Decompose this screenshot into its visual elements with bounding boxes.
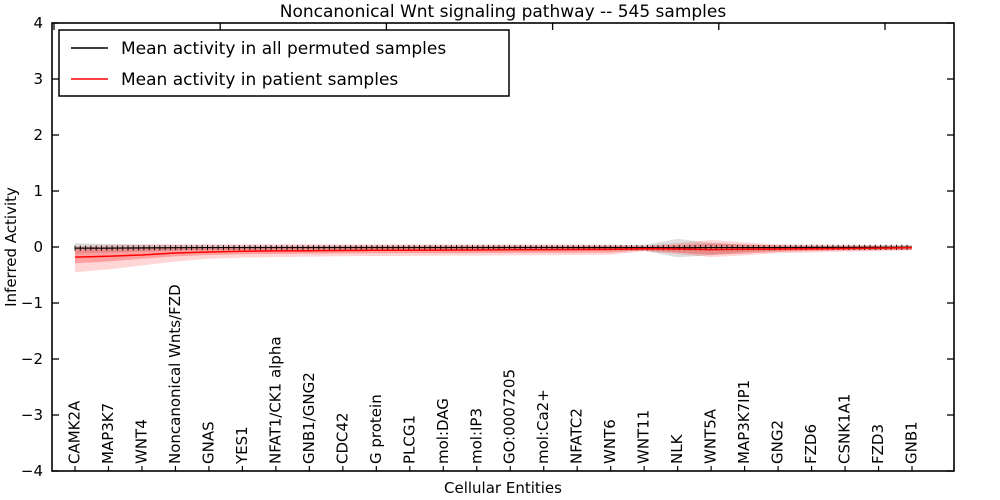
y-axis-title: Inferred Activity [2,187,20,307]
y-tick-label: 2 [33,126,43,144]
band-patient-samples-inner-range [75,243,912,264]
uncertainty-bands [75,238,912,273]
legend-label: Mean activity in patient samples [121,70,398,90]
x-tick-label: WNT4 [132,419,150,464]
x-tick-label: FZD6 [802,424,820,464]
x-tick-label: mol:Ca2+ [534,389,552,464]
y-tick-label: 0 [33,238,43,256]
x-tick-label: GNB1/GNG2 [300,372,318,464]
series-lines [74,244,913,258]
axes: −4 −3 −2 −1 0 1 2 3 4 CAMK2A MAP3K7 WNT4 Noncanonica… [21,14,955,480]
x-tick-label: CSNK1A1 [836,394,854,464]
series-line-0 [75,246,913,249]
x-tick-label: CAMK2A [66,400,84,464]
band-patient-samples-outer-range [75,240,912,273]
y-tick-label: −2 [21,350,43,368]
y-tick-label: 3 [33,70,43,88]
x-tick-label: CDC42 [333,412,351,464]
x-tick-label: WNT5A [702,408,720,464]
x-tick-label: YES1 [233,426,251,465]
x-tick-label: GNG2 [769,420,787,464]
x-tick-label: GNB1 [903,421,921,464]
x-tick-label: GO:0007205 [501,369,519,464]
x-tick-label: FZD3 [869,424,887,464]
x-tick-label: NLK [668,433,686,464]
legend: Mean activity in all permuted samples Mea… [58,29,510,97]
chart-title: Noncanonical Wnt signaling pathway -- 54… [280,2,727,22]
legend-box [58,29,510,97]
y-tick-label: −1 [21,294,43,312]
y-tick-label: −4 [21,462,43,480]
x-tick-label: MAP3K7IP1 [735,380,753,464]
series-line-1 [74,246,913,258]
x-tick-label: GNAS [199,421,217,464]
x-tick-label: NFAT1/CK1 alpha [266,336,284,464]
x-tick-label: MAP3K7 [99,403,117,464]
y-tick-label: −3 [21,406,43,424]
x-tick-label: G protein [367,394,385,464]
x-tick-label: PLCG1 [400,415,418,464]
x-tick-label: WNT11 [635,410,653,464]
x-tick-label: mol:DAG [434,398,452,464]
y-tick-label: 4 [33,14,43,32]
legend-label: Mean activity in all permuted samples [121,39,446,59]
x-tick-label: mol:IP3 [467,408,485,464]
x-tick-label: Noncanonical Wnts/FZD [166,284,184,464]
y-tick-label: 1 [33,182,43,200]
x-tick-label: NFATC2 [568,408,586,464]
x-axis-title: Cellular Entities [444,479,562,497]
x-tick-label: WNT6 [601,419,619,464]
